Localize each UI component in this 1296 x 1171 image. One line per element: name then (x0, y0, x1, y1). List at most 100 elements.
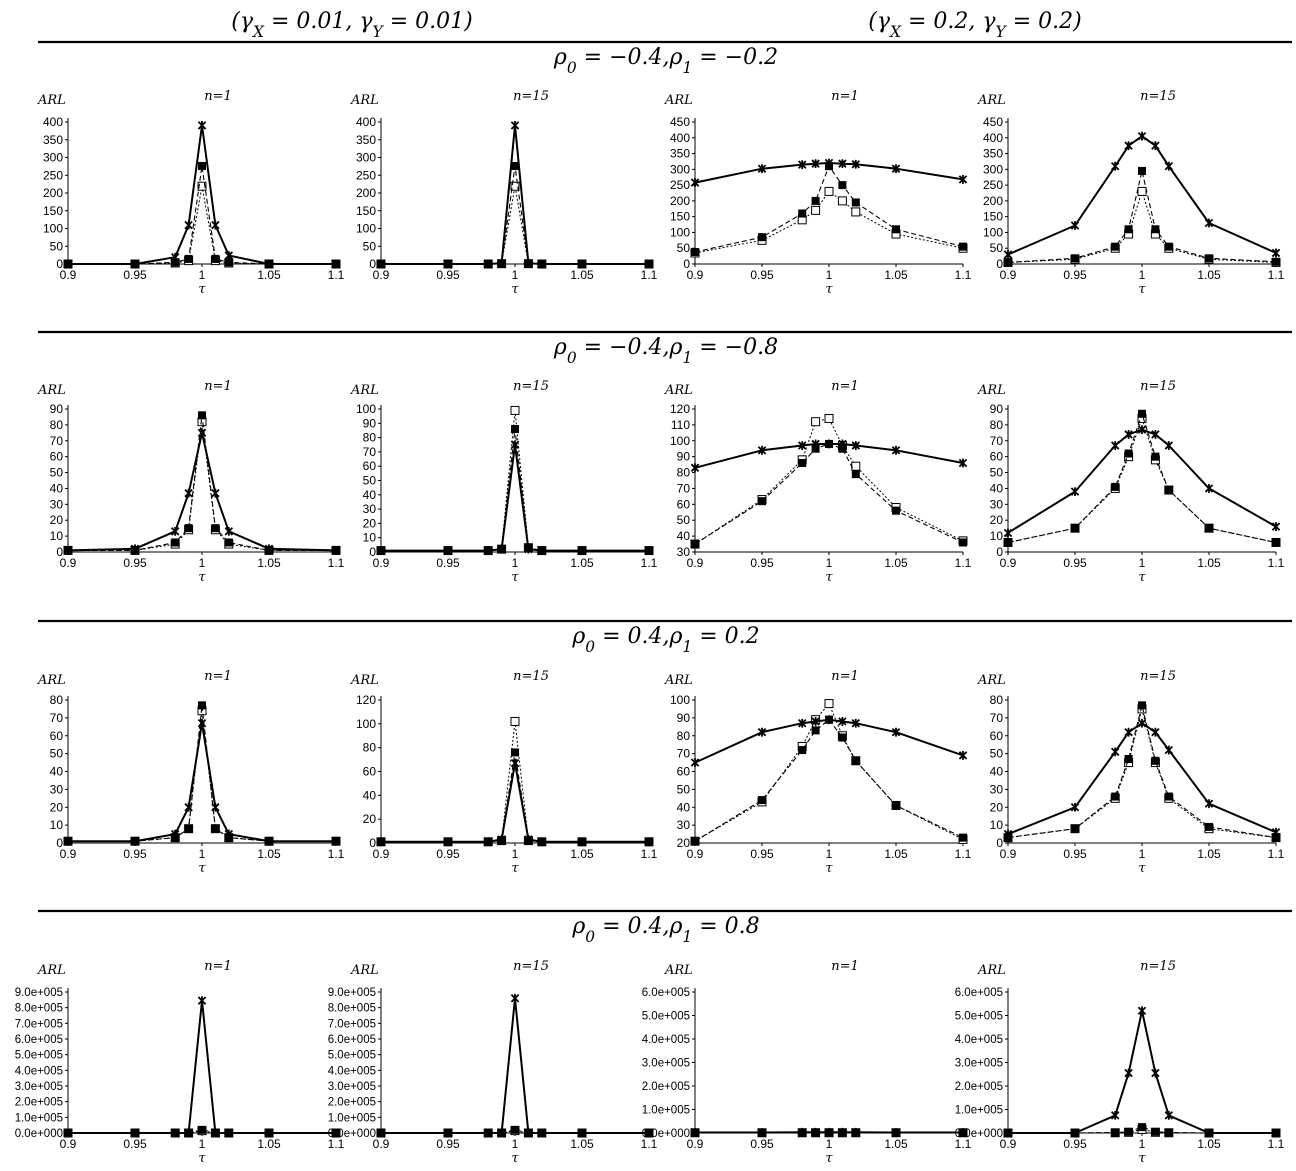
y-tick-label: 80 (677, 466, 691, 480)
x-tick-label: 0.95 (436, 1137, 460, 1151)
y-tick-label: 10 (363, 531, 377, 545)
y-tick-label: 8.0e+005 (15, 1003, 63, 1015)
data-point-filled-square (1164, 242, 1173, 251)
series-line-2 (68, 165, 336, 265)
series-line-2 (694, 719, 964, 842)
x-tick-label: 1.1 (955, 847, 972, 861)
data-point-filled-square (1071, 824, 1079, 833)
data-point-star (644, 1128, 654, 1138)
y-tick-label: 0 (56, 836, 63, 850)
y-tick-label: 100 (670, 693, 690, 707)
row-title: ρ0 = −0.4,ρ1 = −0.8 (553, 335, 778, 367)
data-point-star (757, 164, 767, 174)
panel-label: n=1 (831, 379, 859, 394)
data-point-star (510, 120, 520, 130)
y-tick-label: 250 (356, 168, 376, 182)
data-point-star (197, 120, 207, 130)
data-point-filled-square (1151, 225, 1160, 234)
data-point-star (184, 488, 193, 498)
y-axis-label: ARL (664, 93, 693, 108)
y-tick-label: 30 (990, 497, 1004, 511)
data-point-star (483, 837, 493, 847)
y-tick-label: 0 (683, 257, 690, 271)
data-point-star (376, 1128, 386, 1138)
data-point-star (1070, 487, 1080, 497)
data-point-star (958, 175, 968, 184)
y-tick-label: 350 (356, 133, 376, 147)
data-point-filled-square (184, 254, 193, 263)
data-point-filled-square (1272, 833, 1280, 842)
panel-label: n=15 (1140, 379, 1176, 394)
y-tick-label: 0 (996, 545, 1003, 559)
data-point-filled-square (811, 444, 820, 453)
series-line-1 (68, 999, 336, 1134)
series-line-3 (1007, 190, 1277, 263)
y-tick-label: 40 (990, 481, 1004, 495)
data-point-filled-square (211, 524, 220, 533)
data-point-star (644, 546, 654, 555)
data-point-star (1164, 161, 1174, 171)
y-tick-label: 3.0e+005 (955, 1058, 1003, 1070)
data-point-filled-square (798, 746, 807, 755)
y-tick-label: 60 (50, 729, 64, 743)
data-point-filled-square (959, 242, 967, 251)
panel-label: n=15 (1140, 89, 1176, 104)
data-point-star (797, 160, 807, 169)
x-tick-label: 1.1 (955, 1137, 972, 1151)
series-line-3 (694, 190, 964, 254)
data-point-filled-square (838, 733, 847, 742)
series-line-1 (381, 443, 649, 552)
data-point-star (483, 546, 493, 555)
y-tick-label: 50 (990, 747, 1004, 761)
x-tick-label: 1 (512, 847, 519, 861)
y-axis-label: ARL (977, 383, 1006, 398)
y-tick-label: 100 (356, 717, 376, 731)
data-point-star (811, 717, 820, 726)
data-point-filled-square (1151, 1127, 1160, 1136)
data-point-filled-square (1124, 754, 1133, 763)
data-point-star (497, 258, 506, 268)
data-point-star (757, 1128, 767, 1137)
x-tick-label: 1.1 (328, 268, 345, 282)
data-point-star (757, 727, 767, 737)
y-tick-label: 0.0e+000 (328, 1128, 376, 1140)
y-tick-label: 40 (677, 800, 691, 814)
data-point-star (524, 835, 533, 844)
x-tick-label: 1.05 (1197, 847, 1221, 861)
column-header-1: (γX = 0.01, γY = 0.01) (231, 9, 472, 41)
x-tick-label: 0.9 (687, 268, 704, 282)
y-tick-label: 2.0e+005 (15, 1097, 63, 1109)
y-tick-label: 10 (50, 529, 64, 543)
y-tick-label: 60 (363, 765, 377, 779)
x-tick-label: 0.95 (123, 1137, 147, 1151)
y-tick-label: 6.0e+005 (15, 1034, 63, 1046)
data-point-filled-square (1138, 1123, 1146, 1132)
x-tick-label: 1.05 (570, 268, 594, 282)
x-tick-label: 1.05 (884, 1137, 908, 1151)
y-tick-label: 50 (50, 747, 64, 761)
y-axis-label: ARL (977, 673, 1006, 688)
data-point-filled-square (1124, 449, 1133, 458)
y-tick-label: 80 (990, 418, 1004, 432)
data-point-filled-square (1111, 482, 1120, 491)
data-point-filled-square (1205, 822, 1213, 831)
data-point-filled-square (811, 196, 820, 205)
data-point-star (1164, 1110, 1174, 1120)
y-tick-label: 90 (363, 416, 377, 430)
y-tick-label: 8.0e+005 (328, 1003, 376, 1015)
y-tick-label: 20 (990, 513, 1004, 527)
y-tick-label: 30 (990, 782, 1004, 796)
data-point-open-square (1137, 186, 1147, 196)
data-point-star (211, 802, 220, 812)
y-tick-label: 110 (671, 418, 690, 432)
y-axis-label: ARL (664, 673, 693, 688)
y-tick-label: 1.0e+005 (955, 1105, 1003, 1117)
data-point-filled-square (691, 540, 699, 549)
y-axis-label: ARL (37, 383, 66, 398)
y-tick-label: 0.0e+000 (955, 1128, 1003, 1140)
y-tick-label: 10 (990, 818, 1004, 832)
series-line-3 (68, 185, 336, 265)
data-point-star (443, 837, 453, 847)
data-point-star (1124, 430, 1133, 439)
